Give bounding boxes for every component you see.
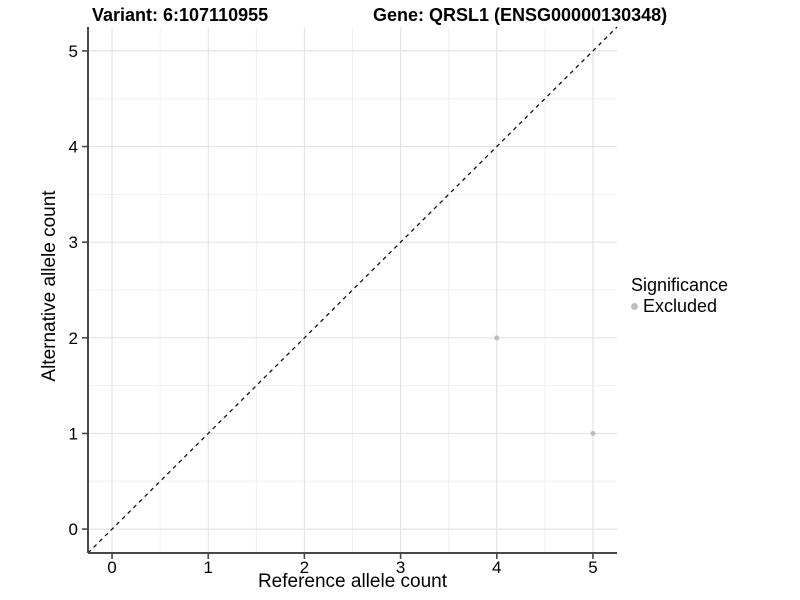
x-tick-label: 5 <box>588 558 597 577</box>
x-tick-label: 3 <box>396 558 405 577</box>
y-tick-label: 0 <box>69 520 78 539</box>
legend-title: Significance <box>631 275 729 295</box>
x-tick-label: 1 <box>203 558 212 577</box>
y-tick-label: 3 <box>69 233 78 252</box>
excluded-point-swatch <box>631 302 638 310</box>
y-axis-title: Alternative allele count <box>39 190 60 382</box>
variant-title: Variant: 6:107110955 <box>92 5 269 25</box>
x-tick-label: 0 <box>107 558 116 577</box>
x-tick-label: 4 <box>492 558 501 577</box>
y-tick-label: 1 <box>69 424 78 443</box>
y-tick-label: 2 <box>69 329 78 348</box>
data-point <box>494 335 500 341</box>
y-tick-label: 4 <box>69 138 78 157</box>
legend-item-excluded: Excluded <box>631 296 728 316</box>
legend: Significance Excluded <box>631 274 728 316</box>
data-point <box>590 430 596 436</box>
legend-item-label: Excluded <box>643 296 718 316</box>
y-tick-label: 5 <box>69 42 78 61</box>
gene-title: Gene: QRSL1 (ENSG00000130348) <box>373 5 668 25</box>
x-tick-label: 2 <box>300 558 309 577</box>
x-axis-title: Reference allele count <box>257 571 448 592</box>
